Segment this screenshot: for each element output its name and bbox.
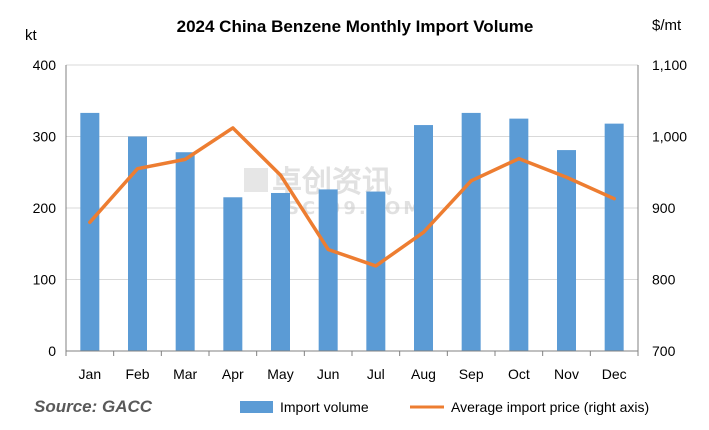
left-tick-label: 0 xyxy=(48,343,56,359)
chart-title: 2024 China Benzene Monthly Import Volume xyxy=(177,17,534,36)
x-tick-label: Jun xyxy=(317,366,340,382)
axes xyxy=(65,65,639,356)
bar-import-volume xyxy=(557,150,576,351)
x-tick-label: Mar xyxy=(173,366,197,382)
x-tick-label: Sep xyxy=(459,366,484,382)
source-label: Source: GACC xyxy=(34,397,153,416)
x-tick-label: Jul xyxy=(367,366,385,382)
bar-import-volume xyxy=(80,112,100,351)
x-tick-label: Dec xyxy=(602,366,627,382)
bar-import-volume xyxy=(604,123,624,351)
left-tick-label: 300 xyxy=(33,129,57,145)
x-tick-label: Oct xyxy=(508,366,530,382)
bar-import-volume xyxy=(461,112,481,351)
bar-import-volume xyxy=(318,189,338,351)
tick-labels: 0 100 200 300 400 700 800 900 1,000 1,100 Jan Feb Ma… xyxy=(33,57,688,382)
bar-import-volume xyxy=(414,125,433,351)
right-tick-label: 700 xyxy=(652,343,676,359)
legend: Import volume Average import price (righ… xyxy=(240,399,649,415)
legend-swatch-import-volume xyxy=(240,401,273,413)
right-axis-unit: $/mt xyxy=(652,17,682,34)
left-axis-unit: kt xyxy=(25,27,38,44)
right-tick-label: 800 xyxy=(652,272,676,288)
right-tick-label: 1,100 xyxy=(652,57,687,73)
x-tick-label: Nov xyxy=(554,366,579,382)
x-tick-label: Feb xyxy=(125,366,149,382)
right-tick-label: 900 xyxy=(652,200,676,216)
left-tick-label: 200 xyxy=(33,200,57,216)
x-tick-label: Jan xyxy=(79,366,102,382)
bar-import-volume xyxy=(271,192,290,351)
bar-import-volume xyxy=(175,152,195,351)
bar-import-volume xyxy=(366,191,386,351)
x-tick-label: Aug xyxy=(411,366,436,382)
bar-import-volume xyxy=(223,197,243,351)
line-series xyxy=(88,126,616,268)
legend-label-average-price: Average import price (right axis) xyxy=(451,399,649,415)
right-tick-label: 1,000 xyxy=(652,129,687,145)
bar-import-volume xyxy=(128,136,147,351)
left-tick-label: 100 xyxy=(33,272,57,288)
x-tick-label: Apr xyxy=(222,366,244,382)
bar-import-volume xyxy=(509,118,529,351)
line-average-import-price xyxy=(88,126,616,268)
left-tick-label: 400 xyxy=(33,57,57,73)
legend-label-import-volume: Import volume xyxy=(280,399,369,415)
watermark-logo xyxy=(244,168,268,192)
bar-series xyxy=(80,112,624,351)
x-tick-label: May xyxy=(267,366,293,382)
